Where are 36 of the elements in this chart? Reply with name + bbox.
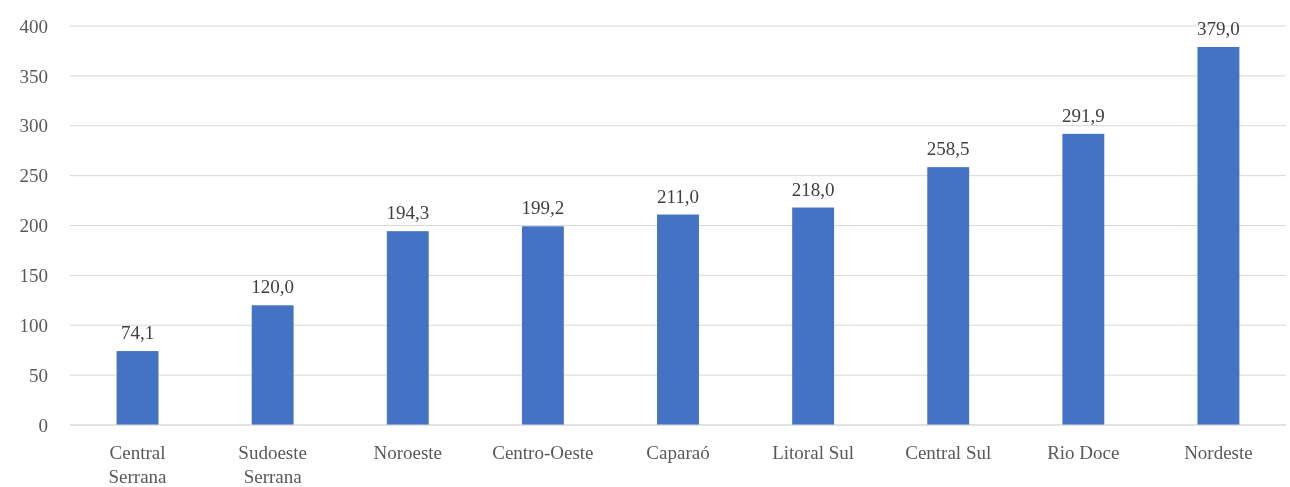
data-label: 218,0 [791,178,835,200]
bar [386,231,429,425]
y-tick-label: 250 [19,165,48,187]
bar [521,226,564,425]
y-tick-label: 350 [19,65,48,87]
x-tick-label: Caparaó [646,442,710,463]
bar [116,351,159,425]
bar [792,207,835,425]
bar [1197,46,1240,425]
y-tick-label: 200 [19,215,48,237]
data-label: 258,5 [926,138,970,160]
y-tick-label: 300 [19,115,48,137]
data-label: 199,2 [521,197,565,219]
data-label: 194,3 [386,202,430,224]
bar [251,305,294,425]
bar [927,167,970,425]
y-tick-label: 150 [19,265,48,287]
data-label: 211,0 [656,185,700,207]
x-tick-label: Central Sul [905,442,992,463]
x-tick-label: Centro-Oeste [492,442,594,463]
x-tick-label: Central Serrana [108,442,168,487]
x-tick-label: Noroeste [373,442,443,463]
y-tick-label: 400 [19,15,48,37]
data-label: 74,1 [120,322,155,344]
x-tick-label: Litoral Sul [772,442,855,463]
bar [1062,133,1105,425]
y-tick-label: 50 [29,364,48,386]
x-tick-label: Nordeste [1184,442,1253,463]
data-label: 291,9 [1061,104,1105,126]
data-label: 120,0 [251,276,295,298]
bar [657,214,699,425]
x-tick-label: Rio Doce [1047,442,1120,463]
x-tick-label: Sudoeste Serrana [238,442,307,487]
y-tick-label: 100 [19,314,48,336]
data-label: 379,0 [1197,17,1240,39]
y-tick-label: 0 [38,414,48,436]
